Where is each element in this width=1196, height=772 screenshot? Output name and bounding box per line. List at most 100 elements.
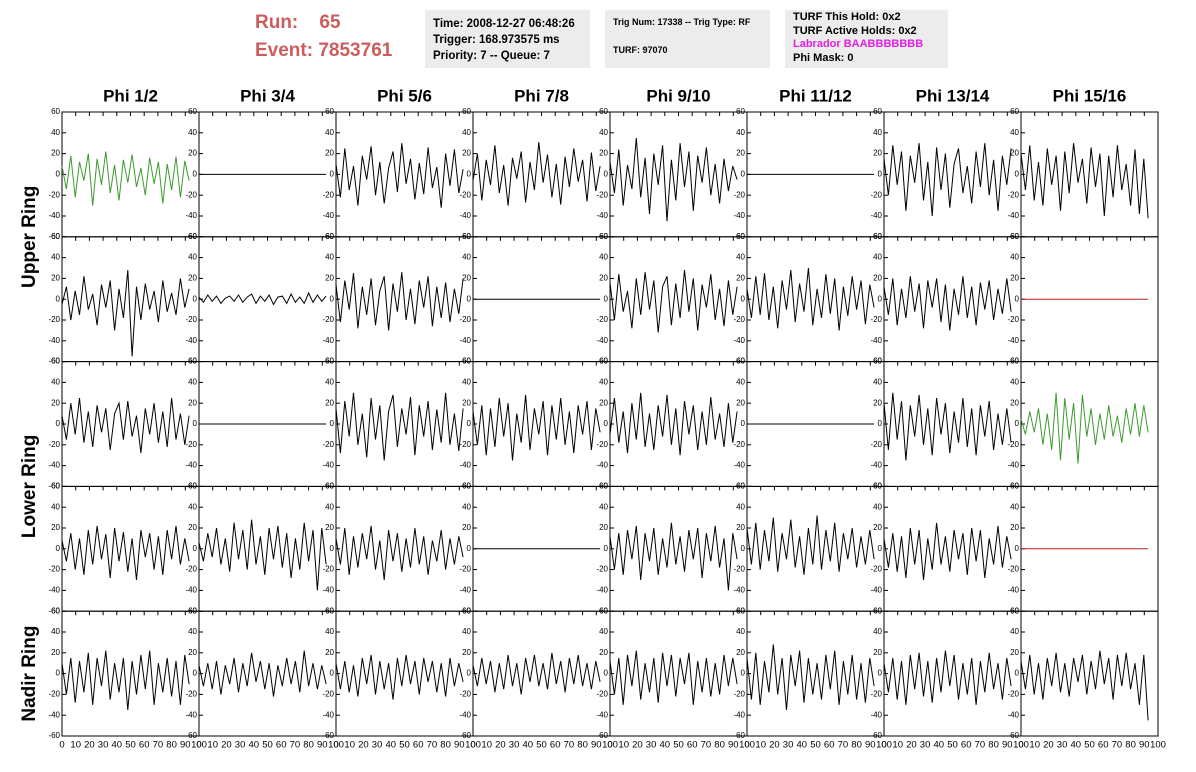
y-tick-label: 40 — [325, 378, 334, 387]
y-tick-label: -20 — [596, 315, 608, 324]
x-tick-label: 50 — [125, 740, 136, 751]
y-tick-label: 0 — [193, 544, 198, 553]
y-tick-label: -40 — [48, 710, 60, 719]
y-tick-label: -20 — [322, 190, 334, 199]
waveform — [609, 270, 738, 333]
y-tick-label: 0 — [1015, 419, 1020, 428]
x-tick-label: 40 — [797, 740, 808, 751]
y-tick-label: -40 — [459, 586, 471, 595]
y-tick-label: -60 — [48, 357, 60, 366]
y-tick-label: 40 — [736, 378, 745, 387]
y-tick-label: 40 — [736, 128, 745, 137]
x-tick-label: 60 — [961, 740, 972, 751]
y-tick-label: -20 — [185, 690, 197, 699]
y-tick-label: -40 — [322, 710, 334, 719]
x-tick-label: 40 — [934, 740, 945, 751]
y-tick-label: 20 — [188, 274, 197, 283]
y-tick-label: 40 — [873, 128, 882, 137]
y-tick-label: 0 — [56, 419, 61, 428]
y-tick-label: -40 — [48, 461, 60, 470]
y-tick-label: -20 — [459, 440, 471, 449]
column-title: Phi 9/10 — [646, 86, 710, 105]
info-box: Time: 2008-12-27 06:48:26 Trigger: 168.9… — [425, 10, 590, 68]
x-tick-label: 100 — [739, 740, 755, 751]
column-title: Phi 15/16 — [1053, 86, 1127, 105]
y-tick-label: -40 — [596, 710, 608, 719]
y-tick-label: 20 — [873, 648, 882, 657]
y-tick-label: -20 — [48, 690, 60, 699]
y-tick-label: 20 — [736, 398, 745, 407]
y-tick-label: -40 — [870, 461, 882, 470]
y-tick-label: 40 — [462, 378, 471, 387]
y-tick-label: -40 — [870, 710, 882, 719]
y-tick-label: -40 — [733, 211, 745, 220]
y-tick-label: -40 — [185, 461, 197, 470]
x-tick-label: 40 — [660, 740, 671, 751]
x-tick-label: 50 — [399, 740, 410, 751]
y-tick-label: -40 — [459, 211, 471, 220]
waveform — [61, 397, 190, 454]
y-tick-label: 20 — [462, 648, 471, 657]
y-tick-label: 60 — [325, 482, 334, 491]
info-line: Priority: 7 -- Queue: 7 — [433, 50, 550, 62]
y-tick-label: -40 — [322, 211, 334, 220]
y-tick-label: -60 — [733, 731, 745, 740]
y-tick-label: 40 — [599, 253, 608, 262]
y-tick-label: 0 — [1015, 294, 1020, 303]
waveform — [198, 291, 327, 306]
y-tick-label: 40 — [1010, 502, 1019, 511]
x-tick-label: 60 — [413, 740, 424, 751]
y-tick-label: 0 — [56, 294, 61, 303]
x-tick-label: 100 — [328, 740, 344, 751]
waveform — [61, 270, 190, 357]
x-tick-label: 100 — [465, 740, 481, 751]
y-tick-label: 40 — [873, 627, 882, 636]
y-tick-label: -40 — [596, 586, 608, 595]
y-tick-label: 40 — [1010, 128, 1019, 137]
y-tick-label: 20 — [325, 398, 334, 407]
waveform — [746, 267, 875, 331]
waveform — [1020, 650, 1149, 721]
y-tick-label: 0 — [193, 170, 198, 179]
y-tick-label: -40 — [1007, 211, 1019, 220]
y-tick-label: 20 — [1010, 523, 1019, 532]
waveform — [335, 654, 464, 700]
y-tick-label: 0 — [193, 419, 198, 428]
y-tick-label: 20 — [873, 274, 882, 283]
x-tick-label: 10 — [70, 740, 81, 751]
y-tick-label: 60 — [51, 232, 60, 241]
waveform — [609, 650, 738, 705]
y-tick-label: -40 — [185, 211, 197, 220]
y-tick-label: -40 — [185, 586, 197, 595]
y-tick-label: -40 — [322, 336, 334, 345]
y-tick-label: 20 — [873, 149, 882, 158]
x-tick-label: 90 — [317, 740, 328, 751]
y-tick-label: 60 — [188, 232, 197, 241]
y-tick-label: 40 — [325, 502, 334, 511]
x-tick-label: 70 — [427, 740, 438, 751]
y-tick-label: 40 — [736, 627, 745, 636]
x-tick-label: 10 — [207, 740, 218, 751]
y-tick-label: -40 — [596, 336, 608, 345]
waveform — [883, 522, 1012, 581]
waveform — [883, 392, 1012, 461]
waveform — [198, 519, 327, 591]
y-tick-label: -20 — [596, 690, 608, 699]
waveform — [472, 142, 601, 206]
x-tick-label: 40 — [112, 740, 123, 751]
x-tick-label: 70 — [838, 740, 849, 751]
column-title: Phi 3/4 — [240, 86, 295, 105]
event-number: 7853761 — [318, 40, 393, 61]
y-tick-label: 40 — [188, 627, 197, 636]
y-tick-label: 40 — [736, 502, 745, 511]
x-tick-label: 100 — [602, 740, 618, 751]
x-tick-label: 30 — [1057, 740, 1068, 751]
x-tick-label: 100 — [876, 740, 892, 751]
y-tick-label: 20 — [325, 648, 334, 657]
x-tick-label: 80 — [1125, 740, 1136, 751]
event-label: Event: — [255, 40, 314, 61]
y-tick-label: 0 — [330, 544, 335, 553]
y-tick-label: 40 — [462, 128, 471, 137]
y-tick-label: -20 — [48, 440, 60, 449]
